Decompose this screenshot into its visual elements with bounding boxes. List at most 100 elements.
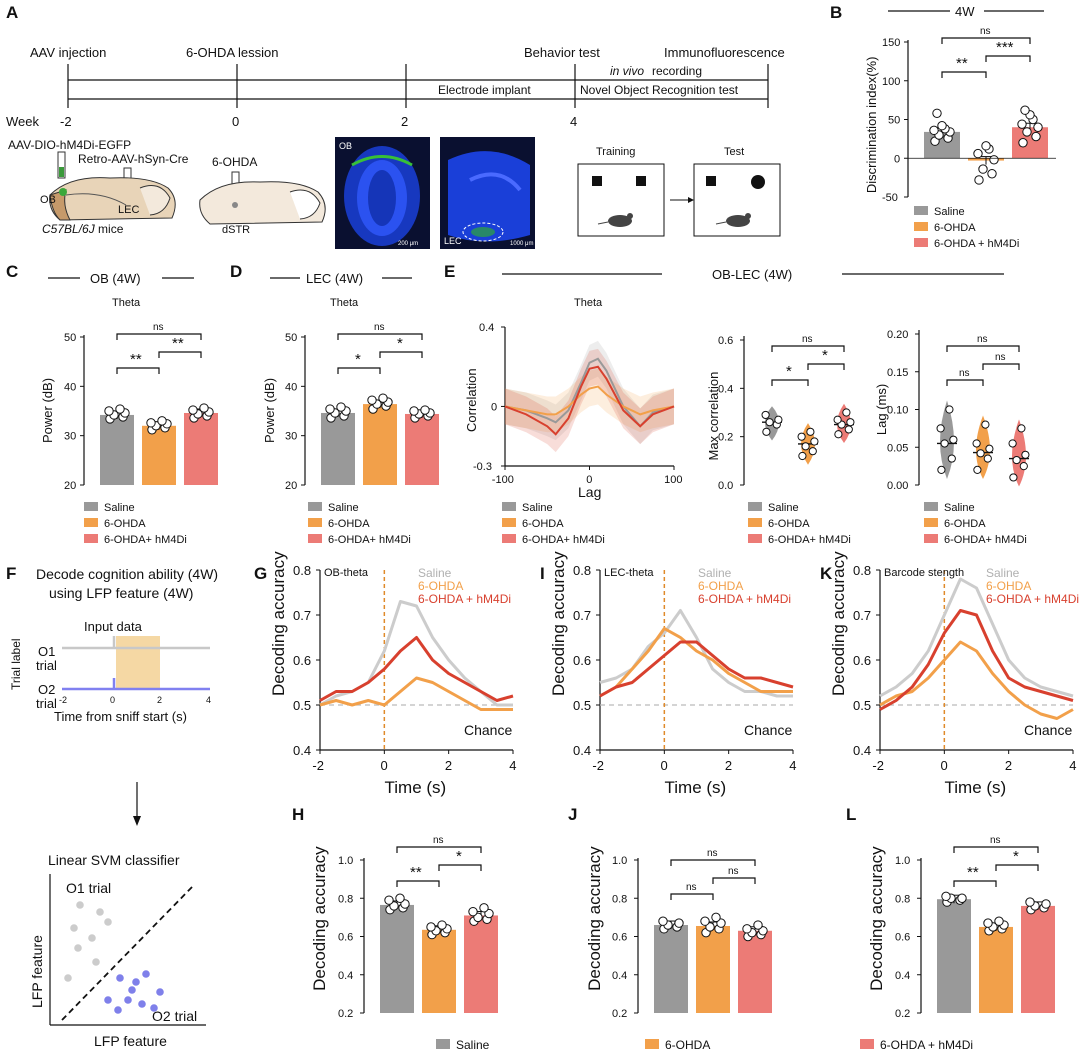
significance-bracket bbox=[158, 351, 202, 358]
o2-dot bbox=[104, 996, 112, 1004]
data-point bbox=[765, 418, 774, 427]
legend-swatch bbox=[748, 502, 762, 511]
histology-image-lec bbox=[440, 137, 535, 249]
legend-swatch bbox=[924, 502, 938, 511]
y-axis-label: Discrimination index(%) bbox=[864, 57, 879, 194]
y-axis-label: Correlation bbox=[464, 368, 479, 432]
y-tick-label: 0.4 bbox=[853, 743, 871, 758]
o2-label: O2 bbox=[38, 682, 55, 697]
nor-training-box bbox=[577, 163, 665, 237]
y-tick-label: 0.8 bbox=[853, 563, 871, 578]
series-line bbox=[504, 385, 675, 416]
x-tick-label: -2 bbox=[312, 758, 324, 773]
event-invivo: in vivo bbox=[610, 64, 644, 78]
data-point bbox=[947, 454, 956, 463]
legend-swatch bbox=[308, 518, 322, 527]
y-tick-label: 30 bbox=[64, 431, 76, 443]
data-point bbox=[157, 416, 167, 426]
y-tick-label: 0.7 bbox=[853, 608, 871, 623]
y-tick-label: 0.10 bbox=[887, 405, 908, 417]
y-tick-label: 0.4 bbox=[573, 743, 591, 758]
y-tick-label: 0.8 bbox=[612, 893, 627, 905]
legend-swatch bbox=[924, 518, 938, 527]
significance-label: * bbox=[822, 347, 828, 364]
significance-label: ** bbox=[967, 864, 979, 881]
panel-i-chart: 0.8 0.7 0.6 0.5 0.4-2 0 2 4 Decoding accuracy Tim… bbox=[549, 551, 796, 797]
histology-image-ob bbox=[335, 137, 430, 249]
panel-e-xcorr-chart: 0.4 0 -0.3-100 0 100 Correlation Lag Saline 6-OH… bbox=[464, 322, 682, 546]
significance-label: ns bbox=[959, 368, 970, 379]
y-tick-label: 0.4 bbox=[895, 970, 910, 982]
bar bbox=[363, 404, 397, 485]
data-point bbox=[987, 169, 997, 179]
x-tick-label: 4 bbox=[1069, 758, 1076, 773]
y-tick-label: 0.7 bbox=[293, 608, 311, 623]
y-tick-label: 0.7 bbox=[573, 608, 591, 623]
legend-label: 6-OHDA bbox=[104, 518, 146, 530]
significance-bracket bbox=[995, 864, 1039, 871]
data-point bbox=[808, 447, 817, 456]
legend-label: Saline bbox=[944, 502, 975, 514]
series-line bbox=[599, 640, 794, 698]
week-tick: 2 bbox=[401, 114, 408, 129]
significance-label: ns bbox=[802, 334, 813, 345]
histology-ob-label: OB bbox=[339, 141, 352, 151]
panel-g-letter: G bbox=[254, 564, 267, 583]
significance-bracket bbox=[807, 363, 845, 370]
panel-g-chart: 0.8 0.7 0.6 0.5 0.4-2 0 2 4 Decoding accuracy Tim… bbox=[269, 551, 516, 797]
panel-e-sub: Theta bbox=[574, 297, 603, 309]
event-aav: AAV injection bbox=[30, 45, 106, 60]
legend-label: Saline bbox=[768, 502, 799, 514]
y-axis-label: Decoding accuracy bbox=[310, 846, 329, 991]
data-point bbox=[658, 916, 668, 926]
y-axis-label: Decoding accuracy bbox=[549, 551, 568, 696]
legend-swatch bbox=[914, 222, 928, 231]
legend-swatch bbox=[502, 518, 516, 527]
o1-trial-label: trial bbox=[36, 658, 57, 673]
y-tick-label: 0.6 bbox=[293, 653, 311, 668]
data-point bbox=[985, 444, 994, 453]
legend-swatch bbox=[308, 534, 322, 543]
data-point bbox=[395, 893, 405, 903]
legend-label: 6-OHDA bbox=[986, 579, 1031, 593]
trial-label-axis: Trial label bbox=[9, 638, 23, 690]
legend-label: Saline bbox=[328, 502, 359, 514]
significance-label: ns bbox=[980, 26, 991, 37]
timeline bbox=[67, 64, 769, 108]
data-point bbox=[761, 410, 770, 420]
significance-bracket bbox=[337, 367, 381, 374]
legend-label: 6-OHDA bbox=[934, 222, 976, 234]
y-tick-label: 0.6 bbox=[895, 932, 910, 944]
bottom-legend: Saline 6-OHDA 6-OHDA + hM4Di bbox=[436, 1038, 973, 1052]
y-axis-label: Decoding accuracy bbox=[867, 846, 886, 991]
data-point bbox=[1025, 897, 1035, 907]
histology-lec-label: LEC bbox=[444, 236, 462, 246]
week-tick: 0 bbox=[232, 114, 239, 129]
significance-bracket bbox=[982, 363, 1020, 370]
significance-label: ns bbox=[153, 322, 164, 333]
histology-ob-scale: 200 μm bbox=[398, 241, 418, 247]
y-tick-label: -50 bbox=[882, 192, 898, 204]
significance-label: * bbox=[1013, 848, 1019, 865]
x-tick-label: 0 bbox=[941, 758, 948, 773]
bar bbox=[321, 412, 355, 485]
panel-f-title1: Decode cognition ability (4W) bbox=[36, 566, 218, 582]
bottom-legend-saline: Saline bbox=[456, 1038, 490, 1052]
series-line bbox=[879, 577, 1074, 698]
panel-i-letter: I bbox=[540, 564, 545, 583]
svm-label: Linear SVM classifier bbox=[48, 852, 180, 868]
panel-e-letter: E bbox=[444, 262, 455, 281]
y-tick-label: 50 bbox=[285, 332, 297, 344]
data-point bbox=[973, 148, 983, 159]
data-point bbox=[945, 405, 954, 414]
series-line bbox=[319, 676, 513, 711]
bar bbox=[979, 926, 1013, 1013]
y-tick-label: 30 bbox=[285, 431, 297, 443]
legend-label: 6-OHDA + hM4Di bbox=[934, 238, 1019, 250]
y-tick-label: 150 bbox=[882, 37, 900, 49]
panel-e-header: OB-LEC (4W) bbox=[712, 267, 792, 282]
data-point bbox=[983, 454, 992, 463]
significance-bracket bbox=[771, 379, 809, 386]
data-point bbox=[941, 891, 951, 902]
